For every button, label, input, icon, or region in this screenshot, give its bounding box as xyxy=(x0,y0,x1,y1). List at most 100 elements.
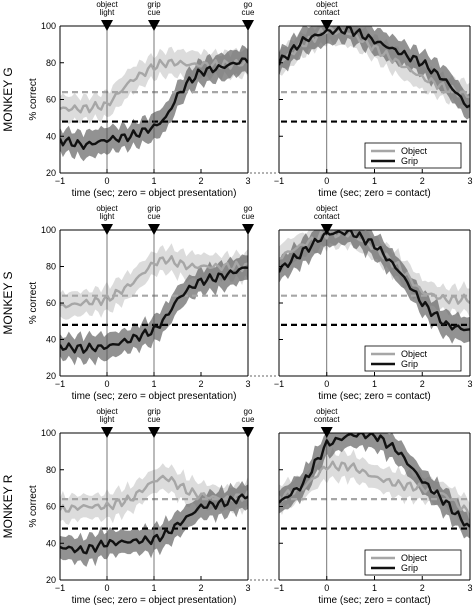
event-label: cue xyxy=(242,212,255,221)
x-tick-label: −1 xyxy=(55,176,65,186)
event-label: object xyxy=(96,204,118,213)
event-label: object xyxy=(316,0,338,9)
x-tick-label: 3 xyxy=(245,583,250,593)
y-tick-label: 20 xyxy=(46,371,56,381)
x-tick-label: 0 xyxy=(324,379,329,389)
event-marker-icon xyxy=(101,427,113,438)
series-line-grip xyxy=(60,57,248,150)
event-label: light xyxy=(100,415,115,424)
event-marker-icon xyxy=(320,224,333,235)
y-tick-label: 60 xyxy=(46,502,56,512)
event-label: object xyxy=(96,407,118,416)
event-label: go xyxy=(244,0,253,9)
row-label: MONKEY S xyxy=(1,271,15,334)
y-tick-label: 20 xyxy=(46,168,56,178)
x-tick-label: 1 xyxy=(372,379,377,389)
x-tick-label: 0 xyxy=(104,583,109,593)
event-label: object xyxy=(316,204,338,213)
plot-area xyxy=(279,433,470,580)
y-axis-label: % correct xyxy=(28,485,39,527)
event-label: go xyxy=(244,407,253,416)
x-axis-label: time (sec; zero = object presentation) xyxy=(72,188,237,199)
x-tick-label: 1 xyxy=(151,176,156,186)
x-tick-label: 1 xyxy=(372,583,377,593)
event-label: object xyxy=(96,0,118,9)
x-tick-label: −1 xyxy=(55,583,65,593)
plot-area xyxy=(60,26,248,173)
x-tick-label: −1 xyxy=(274,176,284,186)
row-label: MONKEY R xyxy=(1,474,15,538)
event-marker-icon xyxy=(148,20,160,31)
event-label: light xyxy=(100,8,115,17)
legend-box xyxy=(364,549,462,576)
x-axis-label: time (sec; zero = object presentation) xyxy=(72,391,237,402)
x-tick-label: 3 xyxy=(245,379,250,389)
legend-entry: Grip xyxy=(401,563,418,573)
y-tick-label: 20 xyxy=(46,575,56,585)
confidence-band-grip xyxy=(279,230,470,344)
x-tick-label: 2 xyxy=(198,583,203,593)
x-tick-label: 3 xyxy=(467,583,472,593)
x-tick-label: −1 xyxy=(55,379,65,389)
event-marker-icon xyxy=(320,427,333,438)
x-tick-label: 0 xyxy=(104,379,109,389)
event-marker-icon xyxy=(148,224,160,235)
panel-cue: 20 40 60 80 100 −1 0 1 2 3 time (sec; zero = objec… xyxy=(41,0,255,199)
legend-entry: Object xyxy=(401,349,428,359)
panel-cue: 20 40 60 80 100 −1 0 1 2 3 time (sec; zero = objec… xyxy=(41,407,255,605)
row-label: MONKEY G xyxy=(1,67,15,131)
event-label: cue xyxy=(148,212,161,221)
series-line-grip xyxy=(60,266,248,354)
series-line-grip xyxy=(279,26,470,109)
plot-area xyxy=(279,230,470,376)
x-axis-label: time (sec; zero = contact) xyxy=(318,595,431,605)
series-line-object xyxy=(60,255,248,309)
event-label: grip xyxy=(147,0,161,9)
y-tick-label: 100 xyxy=(41,21,56,31)
event-label: go xyxy=(244,204,253,213)
y-tick-label: 60 xyxy=(46,95,56,105)
y-tick-label: 80 xyxy=(46,465,56,475)
panel-contact: −1 0 1 2 3 time (sec; zero = contact) objectco… xyxy=(274,407,473,605)
event-label: contact xyxy=(314,415,341,424)
series-line-object xyxy=(60,58,248,114)
event-marker-icon xyxy=(320,20,333,31)
x-tick-label: 3 xyxy=(467,379,472,389)
legend-box xyxy=(364,142,462,169)
x-tick-label: 2 xyxy=(198,379,203,389)
legend-entry: Grip xyxy=(401,156,418,166)
y-tick-label: 60 xyxy=(46,298,56,308)
x-tick-label: −1 xyxy=(274,583,284,593)
x-axis-label: time (sec; zero = contact) xyxy=(318,391,431,402)
event-label: grip xyxy=(147,204,161,213)
x-tick-label: 2 xyxy=(420,379,425,389)
legend-entry: Grip xyxy=(401,359,418,369)
y-tick-label: 40 xyxy=(46,538,56,548)
event-label: object xyxy=(316,407,338,416)
event-label: cue xyxy=(148,8,161,17)
event-marker-icon xyxy=(242,20,254,31)
series-line-grip xyxy=(60,493,248,555)
y-tick-label: 80 xyxy=(46,262,56,272)
legend-entry: Object xyxy=(401,146,428,156)
event-label: grip xyxy=(147,407,161,416)
y-tick-label: 100 xyxy=(41,428,56,438)
x-tick-label: 3 xyxy=(467,176,472,186)
legend-entry: Object xyxy=(401,553,428,563)
event-label: contact xyxy=(314,8,341,17)
panel-contact: −1 0 1 2 3 time (sec; zero = contact) objectco… xyxy=(274,0,473,199)
event-label: cue xyxy=(148,415,161,424)
x-tick-label: 1 xyxy=(372,176,377,186)
y-tick-label: 100 xyxy=(41,225,56,235)
y-tick-label: 40 xyxy=(46,131,56,141)
y-tick-label: 80 xyxy=(46,58,56,68)
event-marker-icon xyxy=(242,224,254,235)
x-tick-label: −1 xyxy=(274,379,284,389)
y-axis-label: % correct xyxy=(28,78,39,120)
event-marker-icon xyxy=(242,427,254,438)
monkey-row-3: MONKEY R % correct 20 40 60 80 100 −1 0 1 2 3 time (… xyxy=(1,407,473,605)
